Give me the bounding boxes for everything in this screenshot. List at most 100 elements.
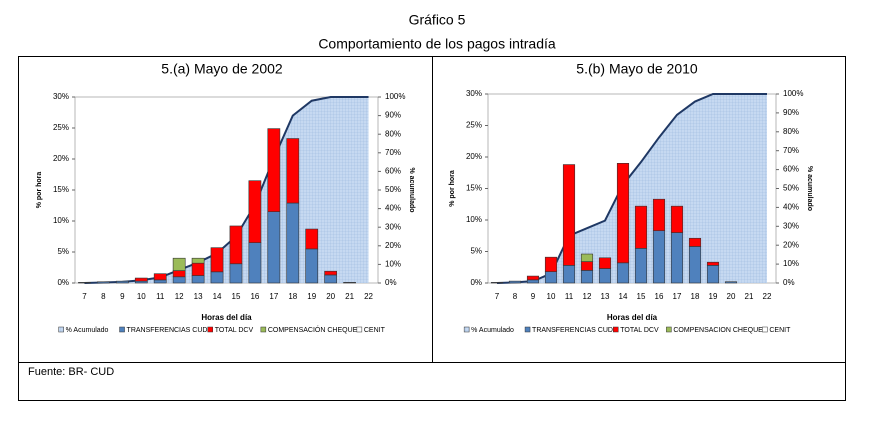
y2-tick-label: 60% (385, 167, 401, 176)
y2-tick-label: 100% (783, 89, 803, 98)
y2-tick-label: 30% (783, 221, 799, 230)
y-tick-label: 5% (470, 247, 482, 256)
bar-segment (191, 275, 205, 284)
bar-segment (172, 270, 186, 278)
x-tick-label: 18 (288, 292, 297, 301)
bar-segment (598, 268, 612, 284)
y-tick-label: 0% (57, 278, 69, 287)
bar-segment (210, 247, 224, 273)
bar-segment (598, 257, 612, 269)
bar-segment (544, 271, 558, 284)
y2-axis-label: % acumulado (408, 167, 415, 212)
y2-tick-label: 50% (385, 185, 401, 194)
y-axis-label: % por hora (449, 170, 456, 207)
y2-tick-label: 60% (783, 165, 799, 174)
legend-swatch (463, 326, 470, 333)
bar-segment (78, 282, 91, 284)
x-tick-label: 21 (745, 292, 754, 301)
bar-segment (229, 263, 243, 284)
bar-segment (616, 163, 630, 264)
x-tick-label: 14 (619, 292, 628, 301)
bar-segment (286, 202, 300, 284)
x-tick-label: 9 (120, 292, 125, 301)
y-tick-label: 25% (466, 121, 482, 130)
bar-segment (134, 277, 148, 282)
bar-segment (652, 198, 666, 232)
x-tick-label: 22 (763, 292, 772, 301)
bar-segment (343, 282, 356, 284)
legend-swatch (356, 326, 363, 333)
y2-tick-label: 0% (385, 278, 397, 287)
bar-segment (580, 261, 594, 271)
legend-label: TRANSFERENCIAS CUD (127, 327, 208, 334)
y2-axis-label: % acumulado (806, 166, 813, 211)
bar-segment (634, 248, 648, 284)
x-tick-label: 8 (101, 292, 106, 301)
bar-segment (191, 257, 205, 264)
bar-segment (305, 228, 319, 250)
legend-label: % Acumulado (66, 327, 109, 334)
legend-label: TRANSFERENCIAS CUD (532, 327, 613, 334)
bar-segment (305, 248, 319, 284)
bar-segment (724, 281, 738, 284)
bar-segment (688, 246, 702, 284)
bar-segment (526, 275, 540, 281)
x-tick-label: 20 (727, 292, 736, 301)
y-tick-label: 15% (466, 184, 482, 193)
y2-tick-label: 80% (385, 129, 401, 138)
legend-swatch (762, 326, 768, 333)
x-tick-label: 7 (495, 292, 500, 301)
legend-label: TOTAL DCV (620, 327, 659, 334)
legend-label: CENIT (364, 327, 386, 334)
y-tick-label: 20% (466, 152, 482, 161)
cumulative-line (496, 93, 767, 284)
cumulative-area (497, 94, 767, 283)
y-tick-label: 10% (53, 216, 69, 225)
x-tick-label: 21 (345, 292, 354, 301)
bar-segment (562, 265, 576, 284)
x-tick-label: 19 (709, 292, 718, 301)
y2-tick-label: 20% (385, 241, 401, 250)
chart-title: 5.(b) Mayo de 2010 (576, 61, 698, 77)
bar-segment (544, 256, 558, 272)
y2-tick-label: 30% (385, 222, 401, 231)
x-axis-label: Horas del día (607, 313, 658, 322)
bar-segment (248, 242, 262, 284)
bar-segment (616, 262, 630, 284)
x-tick-label: 11 (156, 292, 165, 301)
y-tick-label: 20% (53, 154, 69, 163)
y-tick-label: 0% (470, 278, 482, 287)
legend-swatch (666, 326, 672, 333)
x-tick-label: 12 (175, 292, 184, 301)
x-axis-label: Horas del día (201, 313, 252, 322)
legend-swatch (260, 326, 267, 333)
y2-tick-label: 90% (783, 108, 799, 117)
bar-segment (562, 164, 576, 266)
bar-segment (267, 211, 281, 284)
bar-segment (490, 282, 504, 284)
y-axis-label: % por hora (36, 172, 43, 209)
bar-segment (210, 271, 224, 284)
y2-tick-label: 10% (385, 260, 401, 269)
bar-segment (706, 265, 720, 284)
y2-tick-label: 70% (385, 148, 401, 157)
bar-segment (153, 273, 167, 281)
x-tick-label: 9 (531, 292, 536, 301)
x-tick-label: 10 (137, 292, 146, 301)
bar-segment (324, 274, 338, 284)
bar-segment (706, 261, 720, 266)
x-tick-label: 7 (82, 292, 87, 301)
x-tick-label: 8 (513, 292, 518, 301)
y2-tick-label: 40% (385, 204, 401, 213)
source-note: Fuente: BR- CUD (28, 366, 114, 378)
y-tick-label: 30% (53, 92, 69, 101)
y2-tick-label: 50% (783, 184, 799, 193)
legend-label: COMPENSACIÓN CHEQUES (268, 325, 362, 334)
bar-segment (634, 205, 648, 249)
y2-tick-label: 80% (783, 127, 799, 136)
legend-label: COMPENSACION CHEQUES (673, 327, 767, 334)
legend-label: TOTAL DCV (215, 327, 254, 334)
bar-segment (191, 262, 205, 276)
x-tick-label: 18 (691, 292, 700, 301)
